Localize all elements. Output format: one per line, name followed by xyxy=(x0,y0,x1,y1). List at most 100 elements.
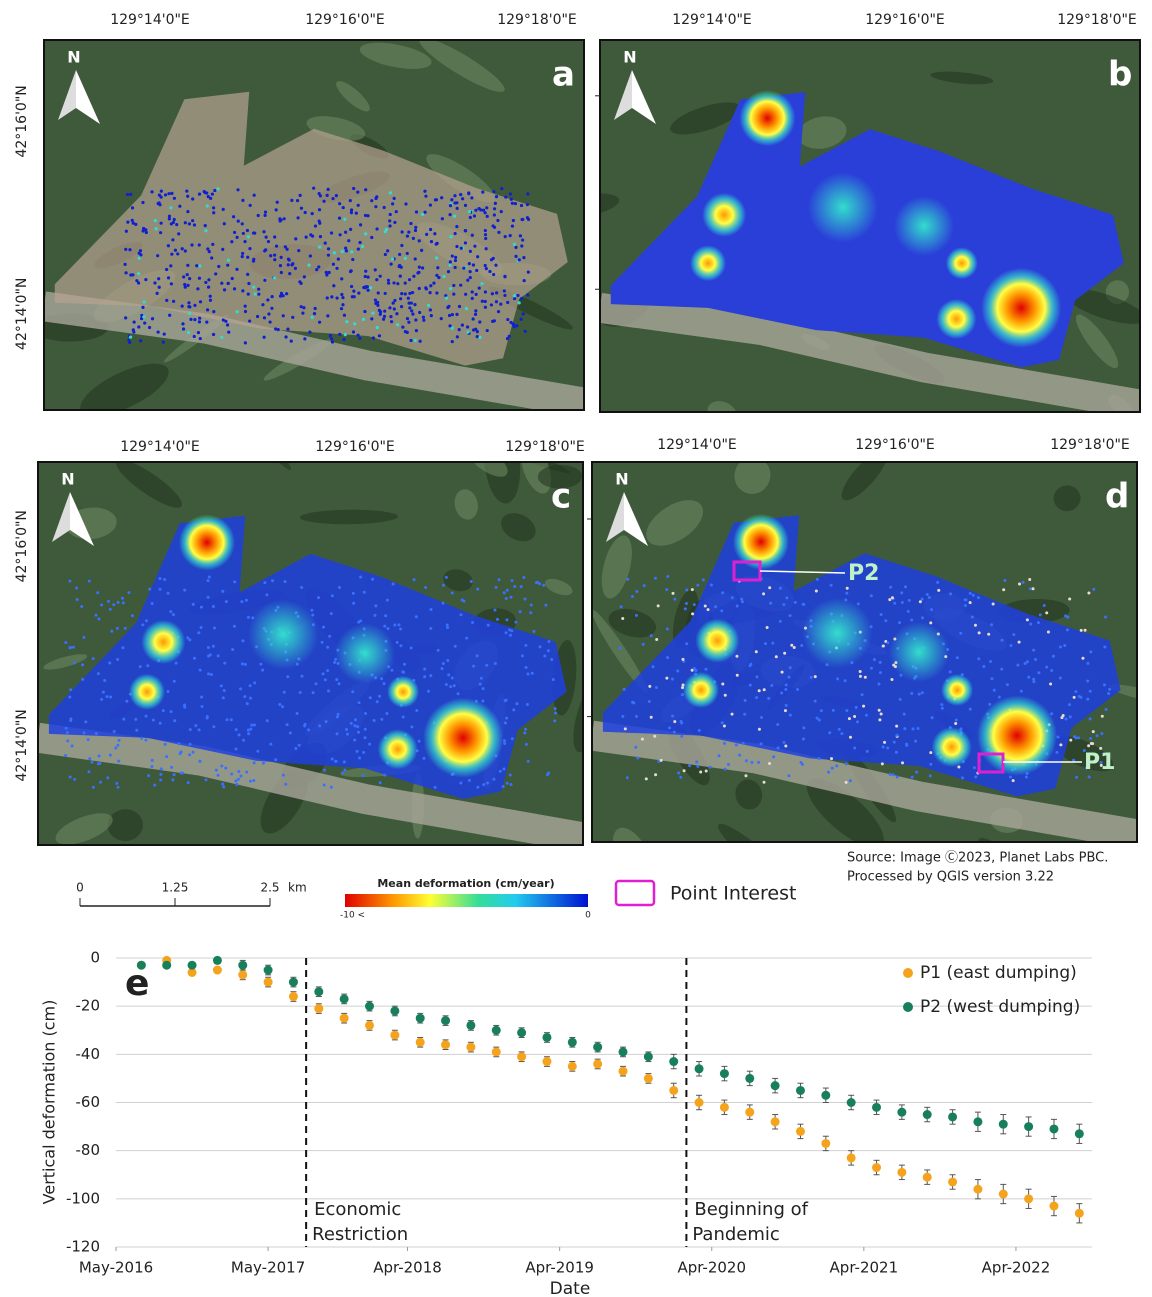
ps-point xyxy=(193,657,196,660)
ps-point xyxy=(179,752,182,755)
ps-point xyxy=(116,786,119,789)
ps-point xyxy=(714,605,717,608)
ps-point xyxy=(974,775,977,778)
ps-point xyxy=(387,282,390,285)
ps-point xyxy=(392,281,395,284)
ps-point xyxy=(400,305,403,308)
ps-point xyxy=(331,340,334,343)
ps-point xyxy=(526,203,529,206)
ps-point xyxy=(763,688,766,691)
ps-point xyxy=(1002,588,1005,591)
ps-point xyxy=(296,216,299,219)
ps-point xyxy=(956,656,959,659)
ps-point xyxy=(352,592,355,595)
ps-point xyxy=(239,775,242,778)
ps-point xyxy=(496,618,499,621)
ps-point xyxy=(478,286,481,289)
ps-point xyxy=(1059,677,1062,680)
ps-point xyxy=(928,596,931,599)
ps-point xyxy=(465,307,468,310)
ps-point xyxy=(186,195,189,198)
ps-point xyxy=(84,720,87,723)
ps-point xyxy=(454,266,457,269)
ps-point xyxy=(280,292,283,295)
ps-point xyxy=(827,771,830,774)
ps-point xyxy=(178,205,181,208)
ps-point xyxy=(148,326,151,329)
ps-point xyxy=(309,254,312,257)
ps-point xyxy=(353,739,356,742)
ps-point xyxy=(878,718,881,721)
data-point xyxy=(923,1173,932,1182)
data-point xyxy=(1024,1194,1033,1203)
ps-point xyxy=(511,322,514,325)
ps-point xyxy=(364,275,367,278)
ps-point xyxy=(547,772,550,775)
ps-point xyxy=(1032,680,1035,683)
panel-label: c xyxy=(551,477,571,517)
ps-point xyxy=(486,781,489,784)
ps-point xyxy=(770,684,773,687)
ps-point xyxy=(262,762,265,765)
ps-point xyxy=(223,288,226,291)
deformation-hotspot xyxy=(889,622,949,682)
ps-point xyxy=(1073,735,1076,738)
ps-point xyxy=(527,218,530,221)
map-panels: aN129°14'0"E129°16'0"E129°18'0"E42°16'0"… xyxy=(0,0,1152,1216)
ps-point xyxy=(193,223,196,226)
ps-point xyxy=(401,325,404,328)
ps-point xyxy=(375,278,378,281)
ps-point xyxy=(882,644,885,647)
ps-point xyxy=(276,201,279,204)
ps-point xyxy=(1028,578,1031,581)
ps-point xyxy=(385,228,388,231)
ps-point xyxy=(188,222,191,225)
ps-point xyxy=(645,777,648,780)
ps-point xyxy=(143,321,146,324)
ps-point xyxy=(206,204,209,207)
ps-point xyxy=(880,712,883,715)
ps-point xyxy=(98,755,101,758)
ps-point xyxy=(1026,618,1029,621)
ps-point xyxy=(429,627,432,630)
ps-point xyxy=(403,663,406,666)
colorbar xyxy=(345,894,588,907)
ps-point xyxy=(384,253,387,256)
data-point xyxy=(568,1062,577,1071)
ps-point xyxy=(344,231,347,234)
ps-point xyxy=(327,689,330,692)
ps-point xyxy=(998,696,1001,699)
ps-point xyxy=(406,317,409,320)
ps-point xyxy=(505,597,508,600)
ps-point xyxy=(553,719,556,722)
ps-point xyxy=(273,235,276,238)
ps-point xyxy=(369,696,372,699)
ps-point xyxy=(279,264,282,267)
ps-point xyxy=(69,688,72,691)
ps-point xyxy=(185,190,188,193)
ps-point xyxy=(448,324,451,327)
north-label: N xyxy=(615,470,628,489)
ps-point xyxy=(1086,698,1089,701)
ps-point xyxy=(383,625,386,628)
ps-point xyxy=(167,192,170,195)
ps-point xyxy=(160,767,163,770)
ps-point xyxy=(211,192,214,195)
ps-point xyxy=(226,264,229,267)
ps-point xyxy=(212,206,215,209)
ps-point xyxy=(432,282,435,285)
ps-point xyxy=(221,782,224,785)
ps-point xyxy=(106,776,109,779)
ps-point xyxy=(367,276,370,279)
ps-point xyxy=(364,188,367,191)
ps-point xyxy=(324,678,327,681)
ps-point xyxy=(738,754,741,757)
ps-point xyxy=(157,277,160,280)
ps-point xyxy=(177,742,180,745)
north-label: N xyxy=(61,470,74,489)
ps-point xyxy=(1101,715,1104,718)
ps-point xyxy=(284,580,287,583)
ps-point xyxy=(358,241,361,244)
ps-point xyxy=(466,325,469,328)
ps-point xyxy=(92,657,95,660)
